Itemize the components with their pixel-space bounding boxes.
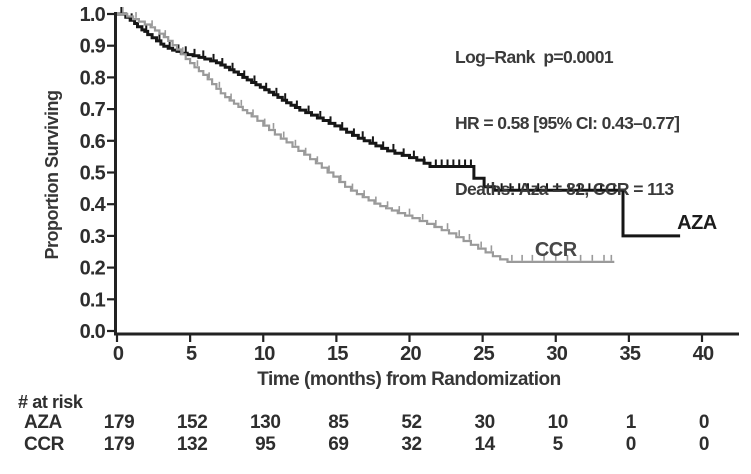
x-axis-title: Time (months) from Randomization bbox=[257, 369, 561, 390]
risk-value: 179 bbox=[103, 434, 135, 455]
risk-value: 10 bbox=[547, 412, 569, 433]
risk-value: 69 bbox=[328, 434, 349, 455]
risk-value: 30 bbox=[474, 412, 495, 433]
risk-value: 5 bbox=[552, 434, 564, 455]
risk-value: 14 bbox=[474, 434, 495, 455]
y-tick-label: 0.8 bbox=[80, 67, 106, 89]
risk-value: 0 bbox=[698, 434, 710, 455]
risk-value: 85 bbox=[328, 412, 349, 433]
x-tick-label: 25 bbox=[473, 343, 494, 365]
y-tick-label: 0.4 bbox=[80, 194, 107, 216]
stats-annotation: Log–Rank p=0.0001 HR = 0.58 [95% CI: 0.4… bbox=[455, 2, 680, 244]
risk-row-ccr: CCR 179 132 95 69 32 14 5 0 0 bbox=[0, 434, 751, 455]
y-tick-label: 0.5 bbox=[80, 163, 106, 185]
risk-value: 52 bbox=[401, 412, 422, 433]
risk-value: 152 bbox=[176, 412, 208, 433]
x-tick-label: 5 bbox=[186, 343, 197, 365]
risk-value: 95 bbox=[255, 434, 276, 455]
risk-value: 0 bbox=[698, 412, 710, 433]
x-tick-label: 20 bbox=[400, 343, 421, 365]
annotation-deaths: Deaths: Aza = 82, CCR = 113 bbox=[455, 179, 674, 199]
y-tick-label: 0.6 bbox=[80, 131, 106, 153]
y-tick-label: 0.2 bbox=[80, 258, 106, 280]
risk-row-label-ccr: CCR bbox=[24, 434, 64, 455]
x-tick-label: 40 bbox=[693, 343, 714, 365]
survival-curve-ccr bbox=[117, 12, 615, 263]
risk-value: 0 bbox=[625, 434, 637, 455]
risk-value: 32 bbox=[401, 434, 422, 455]
y-tick-label: 1.0 bbox=[80, 4, 106, 26]
x-tick-label: 15 bbox=[327, 343, 348, 365]
series-label-ccr: CCR bbox=[535, 239, 578, 261]
y-tick-label: 0.1 bbox=[80, 289, 106, 311]
y-axis-title: Proportion Surviving bbox=[42, 90, 62, 260]
risk-value: 179 bbox=[103, 412, 135, 433]
risk-table-title: # at risk bbox=[18, 392, 83, 412]
y-tick-label: 0.9 bbox=[80, 36, 106, 58]
risk-value: 132 bbox=[176, 434, 208, 455]
risk-row-label-aza: AZA bbox=[24, 412, 62, 433]
x-tick-label: 35 bbox=[620, 343, 641, 365]
y-tick-label: 0.0 bbox=[80, 321, 106, 343]
risk-value: 130 bbox=[249, 412, 281, 433]
series-label-aza: AZA bbox=[677, 212, 717, 234]
annotation-hazard-ratio: HR = 0.58 [95% CI: 0.43–0.77] bbox=[455, 113, 680, 133]
risk-value: 1 bbox=[625, 412, 637, 433]
x-tick-label: 30 bbox=[546, 343, 567, 365]
y-tick-label: 0.7 bbox=[80, 99, 106, 121]
y-tick-label: 0.3 bbox=[80, 226, 106, 248]
censor-ticks-aza bbox=[120, 7, 616, 190]
x-tick-label: 10 bbox=[254, 343, 275, 365]
x-tick-label: 0 bbox=[113, 343, 124, 365]
risk-row-aza: AZA 179 152 130 85 52 30 10 1 0 bbox=[0, 412, 751, 433]
censor-ticks-ccr bbox=[122, 7, 613, 261]
annotation-logrank: Log–Rank p=0.0001 bbox=[455, 47, 614, 67]
survival-curve-aza bbox=[117, 12, 681, 238]
